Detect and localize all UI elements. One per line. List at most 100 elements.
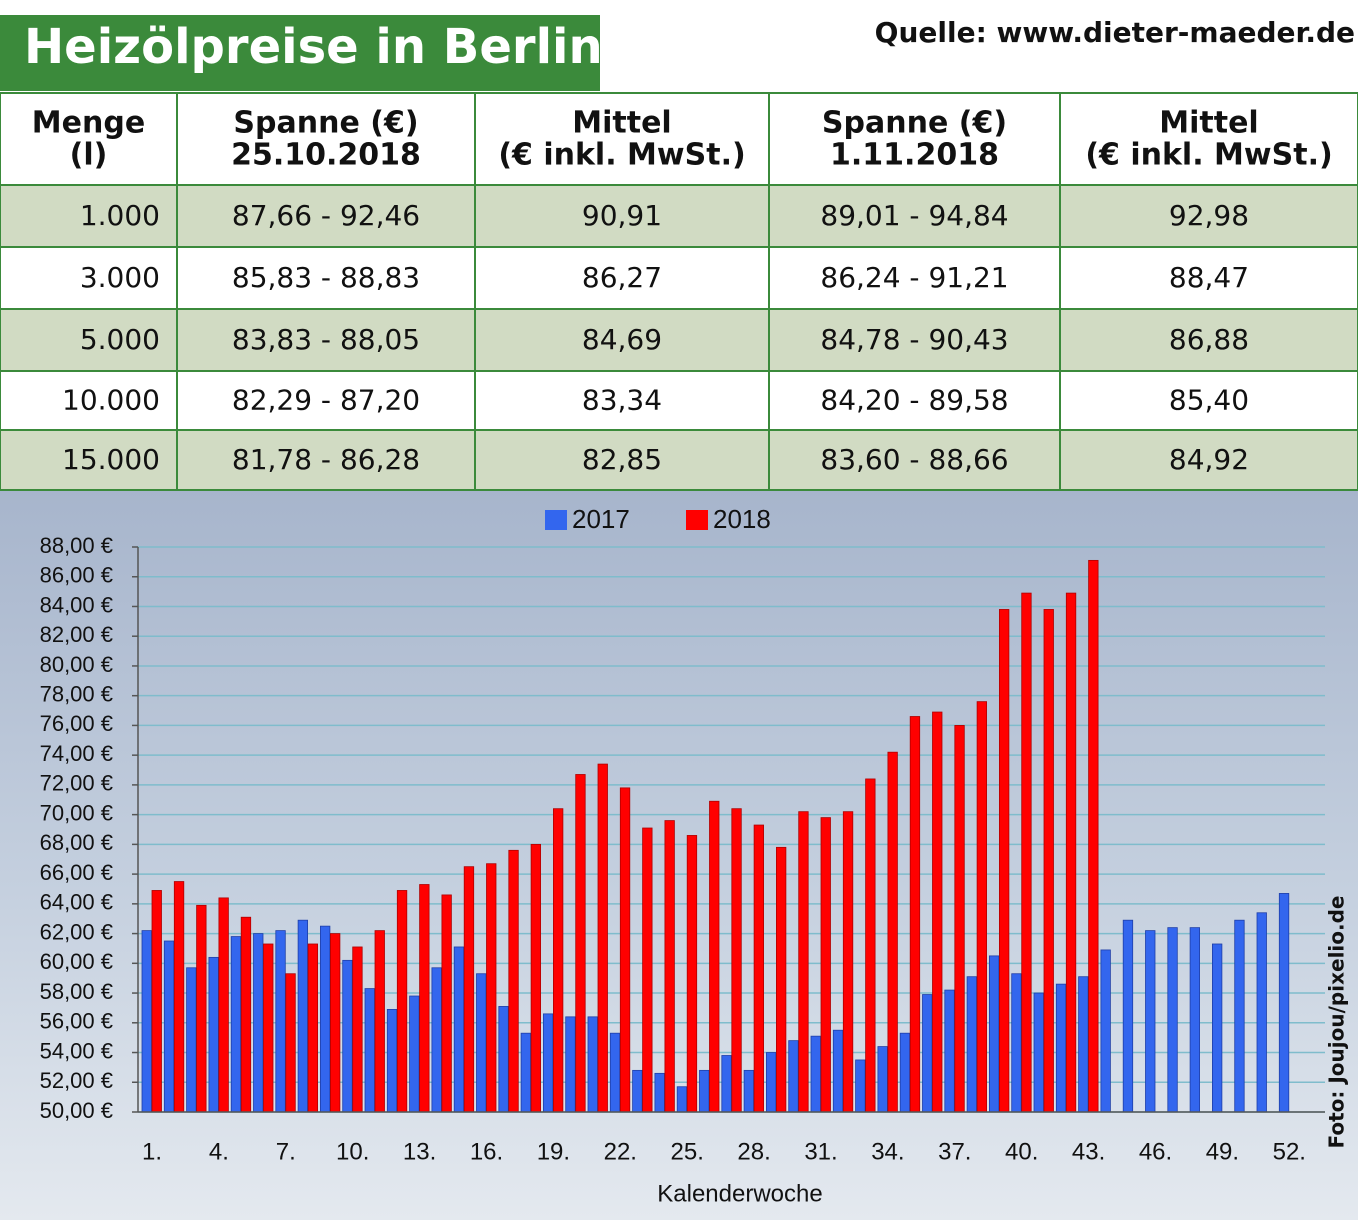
x-tick-label: 49.: [1206, 1138, 1239, 1165]
bar: [476, 973, 487, 1113]
table-cell: 81,78 - 86,28: [232, 443, 420, 476]
y-tick-label: 50,00 €: [40, 1098, 113, 1123]
bar: [842, 811, 854, 1113]
row-background: [0, 247, 1358, 309]
y-tick-label: 58,00 €: [40, 979, 113, 1004]
bar: [1100, 949, 1111, 1113]
x-tick-label: 34.: [871, 1138, 904, 1165]
bar: [865, 778, 876, 1113]
bar: [419, 884, 430, 1113]
bar: [319, 925, 331, 1113]
x-tick-label: 4.: [209, 1138, 229, 1165]
bar: [619, 787, 631, 1113]
y-tick-label: 52,00 €: [40, 1068, 113, 1093]
table-cell: 89,01 - 94,84: [820, 199, 1008, 232]
column-header: (€ inkl. MwSt.): [498, 138, 745, 173]
table-cell: 83,83 - 88,05: [232, 323, 420, 356]
bar: [676, 1086, 688, 1113]
bar: [798, 811, 809, 1113]
table-cell: 1.000: [80, 199, 160, 232]
bar: [1122, 919, 1134, 1113]
bar: [396, 890, 408, 1113]
bar: [654, 1072, 665, 1113]
column-header: Mittel: [572, 106, 671, 141]
table-cell: 83,60 - 88,66: [820, 443, 1008, 476]
x-tick-label: 22.: [604, 1138, 637, 1165]
bar: [1043, 609, 1054, 1113]
bar: [664, 820, 675, 1113]
y-tick-label: 88,00 €: [40, 533, 113, 558]
y-tick-label: 72,00 €: [40, 771, 113, 796]
bar: [989, 955, 1000, 1113]
bar: [196, 904, 207, 1113]
bar: [1055, 983, 1067, 1113]
bar: [609, 1032, 621, 1113]
bar: [173, 881, 185, 1113]
bar: [329, 933, 341, 1113]
bar: [253, 933, 264, 1113]
y-tick-label: 78,00 €: [40, 681, 113, 706]
x-tick-label: 46.: [1139, 1138, 1172, 1165]
row-background: [0, 309, 1358, 371]
bar: [297, 919, 309, 1113]
bar: [1212, 943, 1223, 1113]
bar: [776, 846, 787, 1113]
bar: [932, 711, 943, 1113]
bar: [352, 946, 363, 1113]
bar: [498, 1006, 509, 1113]
x-tick-label: 25.: [671, 1138, 704, 1165]
table-cell: 84,78 - 90,43: [820, 323, 1008, 356]
bar: [263, 943, 274, 1113]
table-cell: 10.000: [62, 384, 160, 417]
table-cell: 85,83 - 88,83: [232, 261, 420, 294]
y-tick-label: 86,00 €: [40, 563, 113, 588]
table-cell: 82,29 - 87,20: [232, 384, 420, 417]
table-cell: 84,92: [1169, 443, 1249, 476]
bar: [922, 994, 933, 1113]
bar: [999, 609, 1010, 1113]
bar: [441, 894, 452, 1113]
bar: [1065, 592, 1077, 1113]
bar: [1078, 976, 1089, 1113]
bar: [731, 808, 742, 1113]
column-header: Mittel: [1159, 106, 1258, 141]
bar: [1033, 992, 1044, 1113]
bar: [240, 916, 252, 1113]
x-tick-label: 10.: [336, 1138, 369, 1165]
x-tick-label: 28.: [737, 1138, 770, 1165]
x-axis-label: Kalenderwoche: [657, 1180, 822, 1207]
bar: [208, 956, 219, 1113]
bar: [307, 943, 319, 1113]
y-tick-label: 70,00 €: [40, 800, 113, 825]
bar: [699, 1069, 710, 1113]
bar: [431, 967, 442, 1113]
bar: [553, 808, 564, 1113]
table-cell: 83,34: [582, 384, 662, 417]
table-cell: 84,69: [582, 323, 662, 356]
bar: [721, 1055, 732, 1113]
x-tick-label: 37.: [938, 1138, 971, 1165]
bar: [743, 1069, 754, 1113]
x-tick-label: 13.: [403, 1138, 436, 1165]
bar: [709, 800, 720, 1113]
bar: [565, 1016, 576, 1113]
bar: [374, 930, 385, 1113]
bar: [486, 863, 497, 1113]
bar: [877, 1046, 888, 1113]
bar: [151, 890, 162, 1113]
table-cell: 90,91: [582, 199, 662, 232]
legend-label: 2017: [572, 504, 630, 534]
legend-label: 2018: [713, 504, 771, 534]
y-tick-label: 76,00 €: [40, 711, 113, 736]
bar: [1011, 973, 1022, 1113]
bar: [275, 930, 286, 1113]
source: Quelle: www.dieter-maeder.de: [875, 16, 1355, 49]
y-tick-label: 66,00 €: [40, 860, 113, 885]
bar: [753, 824, 764, 1113]
column-header: (l): [70, 138, 108, 173]
bar: [230, 936, 242, 1113]
row-background: [0, 430, 1358, 490]
table-cell: 84,20 - 89,58: [820, 384, 1008, 417]
column-header: Spanne (€): [233, 106, 418, 141]
